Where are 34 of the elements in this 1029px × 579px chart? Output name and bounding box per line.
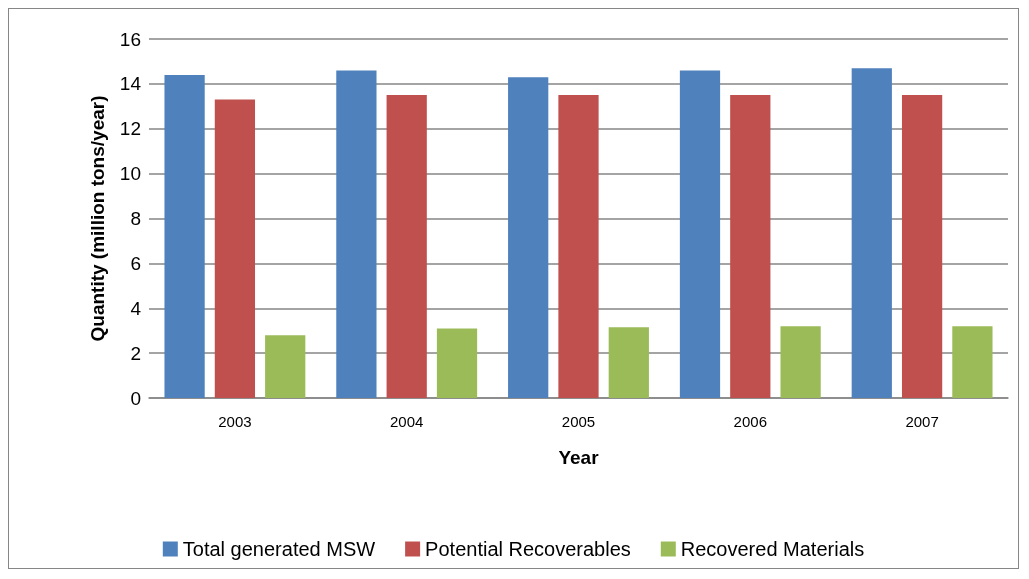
bar: [730, 95, 771, 398]
legend-label: Potential Recoverables: [425, 538, 631, 560]
bar: [386, 95, 427, 398]
x-tick-label: 2006: [733, 413, 767, 430]
bar: [508, 77, 549, 398]
y-tick-label: 6: [130, 252, 141, 274]
bar: [558, 95, 599, 398]
bar: [265, 335, 306, 398]
y-tick-label: 10: [119, 163, 141, 185]
bar: [608, 327, 649, 398]
x-tick-label: 2007: [905, 413, 939, 430]
bar: [780, 326, 821, 398]
x-tick-label: 2004: [390, 413, 424, 430]
y-tick-label: 4: [130, 297, 142, 319]
bar: [952, 326, 993, 398]
y-tick-label: 16: [119, 28, 141, 50]
y-tick-label: 8: [130, 208, 141, 229]
y-tick-label: 2: [130, 342, 141, 364]
bar: [901, 95, 943, 398]
x-tick-label: 2003: [218, 413, 252, 430]
legend-label: Total generated MSW: [182, 538, 376, 560]
bar: [679, 70, 721, 398]
legend-label: Recovered Materials: [680, 538, 865, 560]
x-tick-label: 2005: [561, 413, 596, 430]
y-tick-label: 0: [130, 387, 141, 409]
bar: [436, 328, 478, 398]
bar: [851, 68, 892, 398]
bar: [336, 70, 377, 398]
bar: [164, 74, 205, 398]
y-tick-label: 12: [119, 118, 141, 140]
x-axis-title: Year: [558, 447, 600, 468]
bar: [214, 99, 256, 398]
y-tick-label: 14: [119, 73, 142, 95]
y-axis-title: Quantity (million tons/year): [87, 95, 108, 342]
